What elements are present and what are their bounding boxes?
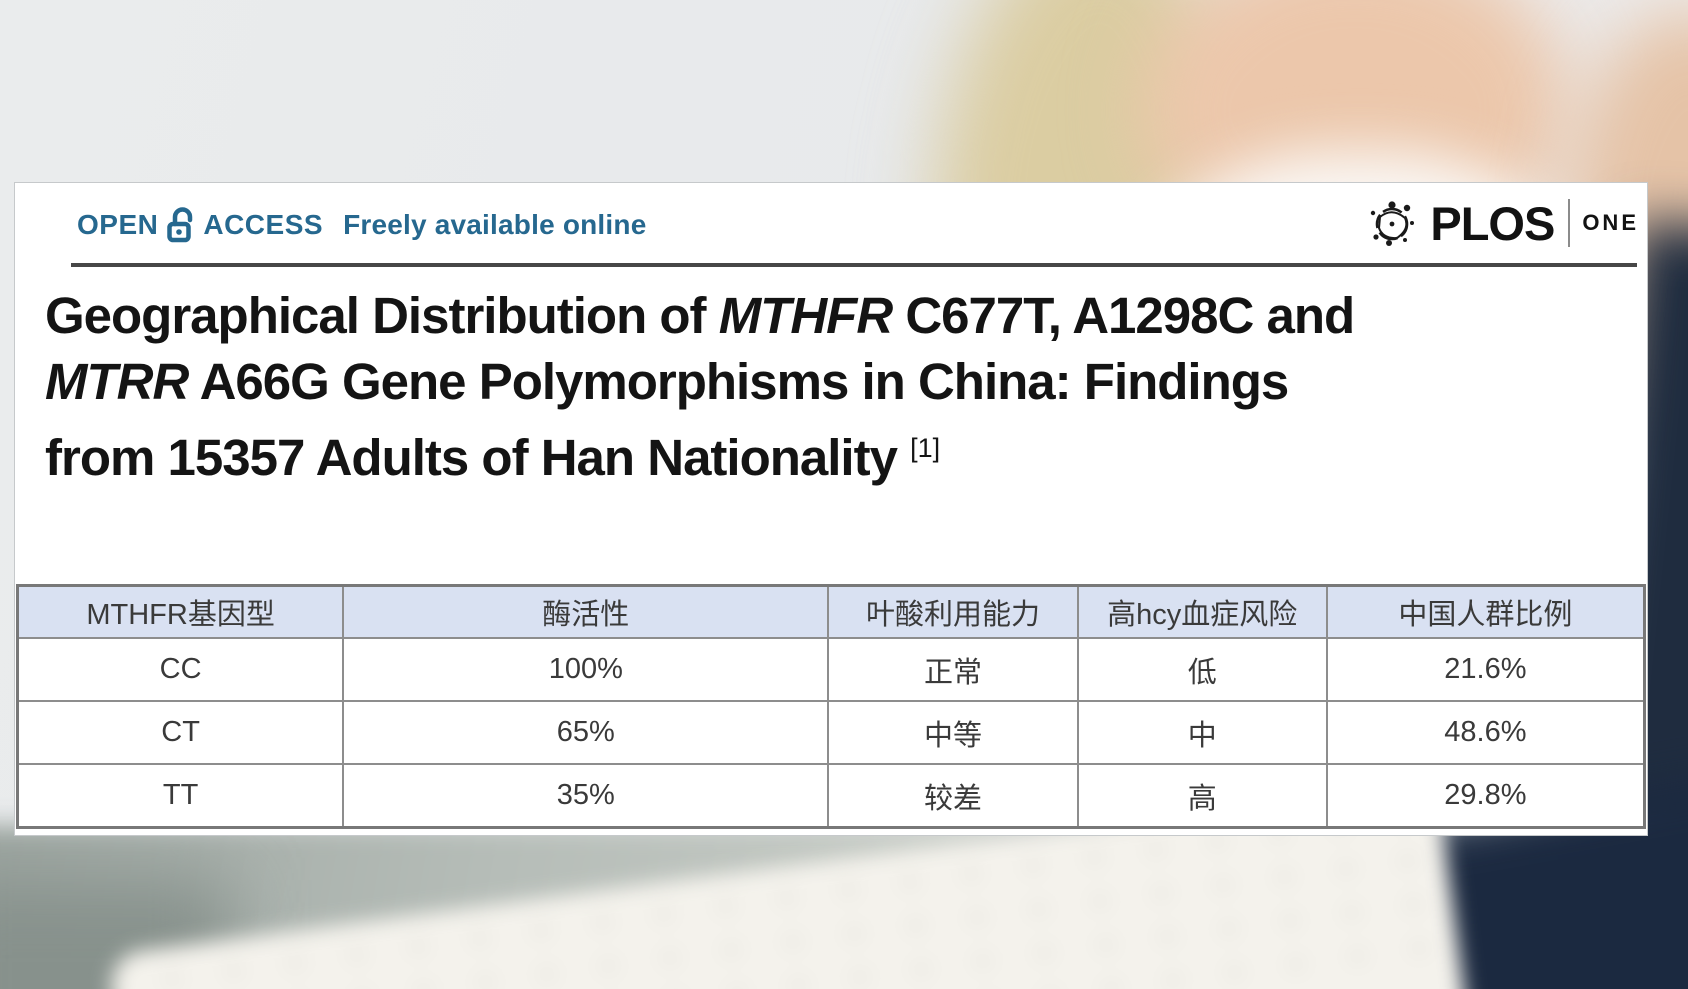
cell-population-ratio: 21.6% bbox=[1325, 637, 1646, 702]
plos-globe-icon bbox=[1371, 201, 1415, 246]
cell-enzyme-activity: 65% bbox=[342, 700, 830, 765]
open-access-label-open: OPEN bbox=[77, 209, 159, 240]
title-text: C677T, A1298C and bbox=[892, 287, 1355, 344]
table-row: CT 65% 中等 中 48.6% bbox=[16, 700, 1646, 765]
cell-hcy-risk: 中 bbox=[1076, 700, 1328, 765]
open-access-banner: OPEN ACCESS Freely available online bbox=[77, 207, 646, 243]
column-header-folate-utilization: 叶酸利用能力 bbox=[827, 584, 1079, 639]
table-row: CC 100% 正常 低 21.6% bbox=[16, 637, 1646, 702]
cell-population-ratio: 29.8% bbox=[1325, 763, 1646, 829]
cell-enzyme-activity: 35% bbox=[342, 763, 830, 829]
genotype-table: MTHFR基因型 酶活性 叶酸利用能力 高hcy血症风险 中国人群比例 CC 1… bbox=[16, 584, 1646, 829]
title-text: Geographical Distribution of bbox=[45, 287, 719, 344]
cell-folate-utilization: 较差 bbox=[827, 763, 1079, 829]
logo-divider bbox=[1568, 199, 1571, 247]
cell-folate-utilization: 正常 bbox=[827, 637, 1079, 702]
title-text: from 15357 Adults of Han Nationality bbox=[45, 429, 898, 486]
cell-genotype: CC bbox=[16, 637, 345, 702]
genotype-table-wrapper: MTHFR基因型 酶活性 叶酸利用能力 高hcy血症风险 中国人群比例 CC 1… bbox=[16, 584, 1646, 829]
table-header-row: MTHFR基因型 酶活性 叶酸利用能力 高hcy血症风险 中国人群比例 bbox=[16, 584, 1646, 639]
article-card: OPEN ACCESS Freely available online PLOS… bbox=[14, 182, 1648, 836]
cell-genotype: CT bbox=[16, 700, 345, 765]
column-header-enzyme-activity: 酶活性 bbox=[342, 584, 830, 639]
title-line-1: Geographical Distribution of MTHFR C677T… bbox=[45, 283, 1605, 349]
cell-genotype: TT bbox=[16, 763, 345, 829]
title-line-3: from 15357 Adults of Han Nationality [1] bbox=[45, 415, 1605, 491]
plos-wordmark: PLOS bbox=[1430, 196, 1555, 250]
open-access-lock-icon bbox=[167, 207, 193, 243]
title-gene-mtrr: MTRR bbox=[45, 353, 189, 410]
open-access-tagline: Freely available online bbox=[343, 209, 647, 240]
plos-one-logo: PLOS ONE bbox=[1364, 195, 1639, 251]
cell-enzyme-activity: 100% bbox=[342, 637, 830, 702]
plos-one-edition: ONE bbox=[1582, 210, 1639, 235]
cell-hcy-risk: 低 bbox=[1076, 637, 1328, 702]
title-reference-marker: [1] bbox=[910, 433, 941, 463]
column-header-hcy-risk: 高hcy血症风险 bbox=[1076, 584, 1328, 639]
title-line-2: MTRR A66G Gene Polymorphisms in China: F… bbox=[45, 349, 1605, 415]
cell-population-ratio: 48.6% bbox=[1325, 700, 1646, 765]
table-row: TT 35% 较差 高 29.8% bbox=[16, 763, 1646, 829]
column-header-population-ratio: 中国人群比例 bbox=[1325, 584, 1646, 639]
title-gene-mthfr: MTHFR bbox=[718, 287, 893, 344]
cell-folate-utilization: 中等 bbox=[827, 700, 1079, 765]
header-rule bbox=[71, 263, 1637, 267]
open-access-label-access: ACCESS bbox=[203, 209, 324, 240]
article-title: Geographical Distribution of MTHFR C677T… bbox=[45, 283, 1605, 491]
cell-hcy-risk-high: 高 bbox=[1076, 763, 1328, 829]
title-text: A66G Gene Polymorphisms in China: Findin… bbox=[188, 353, 1290, 410]
column-header-genotype: MTHFR基因型 bbox=[16, 584, 345, 639]
